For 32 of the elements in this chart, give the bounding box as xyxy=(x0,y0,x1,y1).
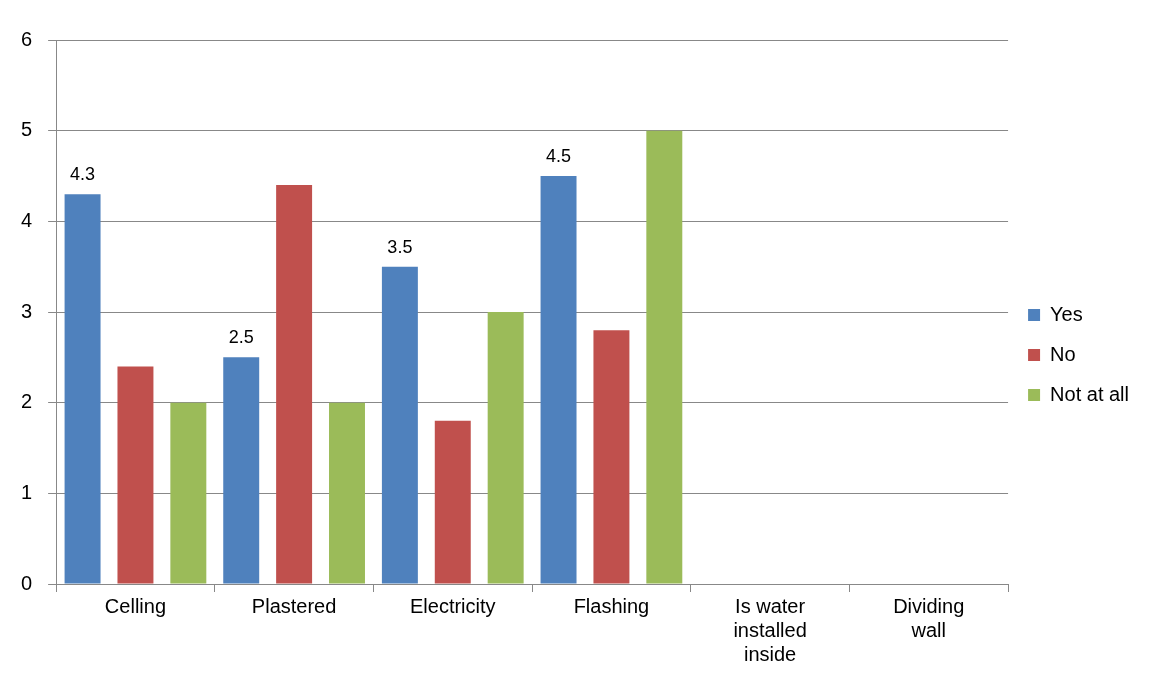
bar xyxy=(117,366,154,584)
bar xyxy=(646,130,683,584)
y-tick-label: 6 xyxy=(21,27,33,50)
y-tick-label: 4 xyxy=(21,208,33,231)
bar xyxy=(170,402,207,584)
x-tick-label: Celling xyxy=(104,594,167,617)
x-tick-label: Electricity xyxy=(409,594,496,617)
data-label: 3.5 xyxy=(387,236,413,257)
bar xyxy=(593,330,630,584)
y-tick-label: 3 xyxy=(21,299,33,322)
y-tick-label: 0 xyxy=(21,571,33,594)
x-tick-label: Is water installed inside xyxy=(733,594,807,665)
y-tick-label: 1 xyxy=(21,480,33,503)
y-tick-label: 2 xyxy=(21,390,33,413)
bar xyxy=(434,420,471,584)
x-tick-label: Plastered xyxy=(251,594,337,617)
x-tick-label: Flashing xyxy=(573,594,650,617)
legend-label: Not at all xyxy=(1050,382,1130,405)
bar xyxy=(223,357,260,584)
data-label: 4.3 xyxy=(70,164,96,185)
bar xyxy=(276,185,313,584)
bar xyxy=(487,312,524,584)
legend-label: Yes xyxy=(1050,302,1083,325)
bar xyxy=(540,176,577,584)
bar xyxy=(381,266,418,584)
y-tick-label: 5 xyxy=(21,118,33,141)
x-tick-label: Dividing wall xyxy=(893,594,965,641)
data-label: 2.5 xyxy=(228,327,254,348)
data-label: 4.5 xyxy=(546,145,572,166)
bar xyxy=(329,402,365,584)
bar xyxy=(64,194,101,584)
legend-label: No xyxy=(1050,342,1076,365)
